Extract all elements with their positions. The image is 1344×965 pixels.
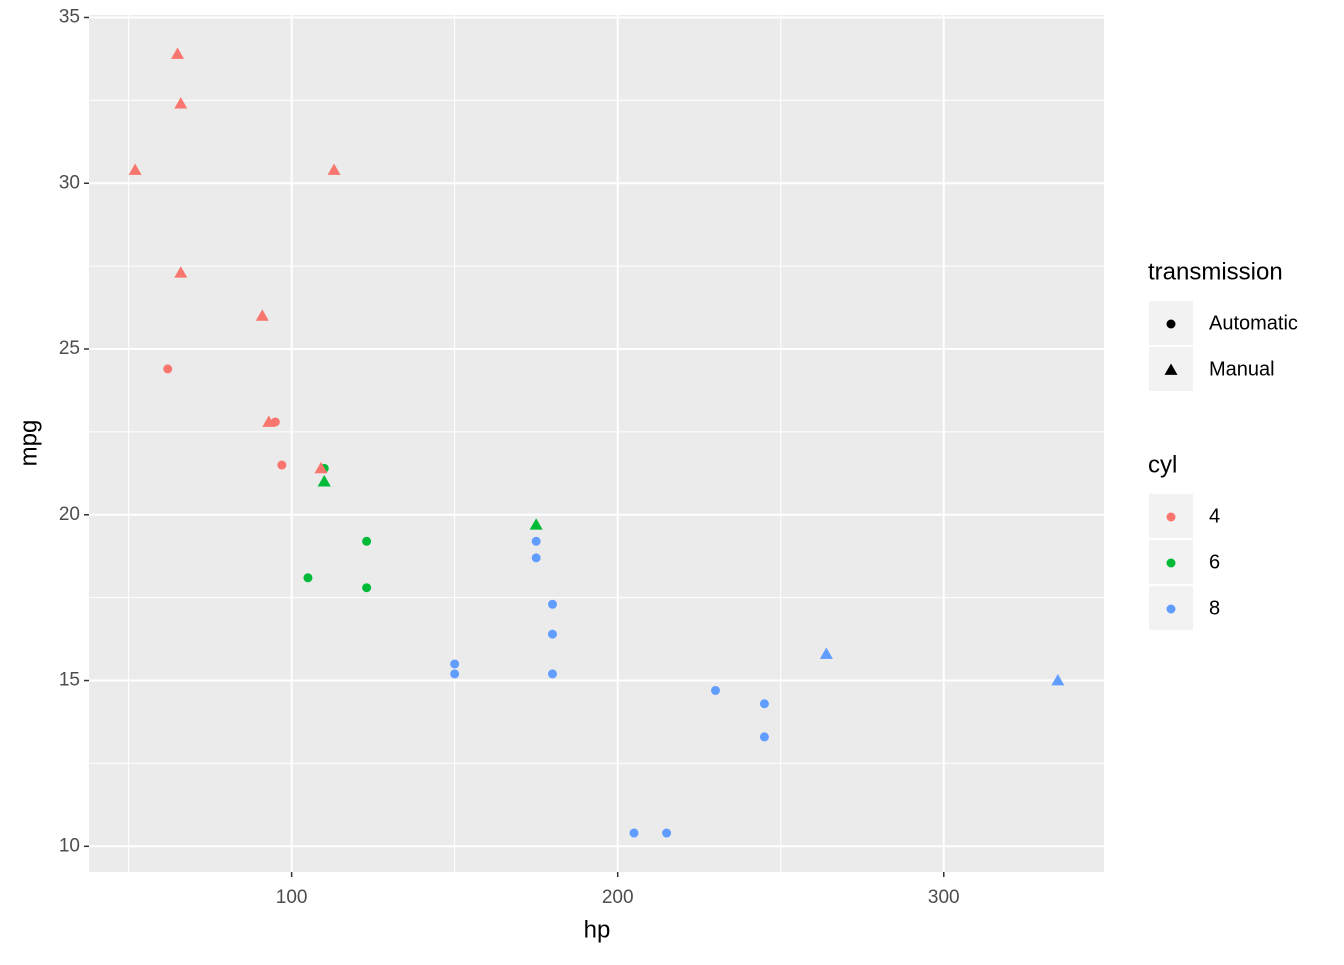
point <box>362 583 372 593</box>
point <box>171 47 185 59</box>
point <box>759 732 769 742</box>
point <box>529 518 543 530</box>
point <box>662 828 672 838</box>
legend-label: Manual <box>1209 358 1275 380</box>
legend-label: 4 <box>1209 505 1220 527</box>
point <box>277 460 287 470</box>
legend-label: 6 <box>1209 551 1220 573</box>
point <box>547 629 557 639</box>
legend-title: cyl <box>1148 451 1177 478</box>
point <box>362 536 372 546</box>
point <box>270 417 280 427</box>
point <box>327 163 341 175</box>
y-tick-label: 35 <box>59 7 80 28</box>
point <box>547 599 557 609</box>
legend-label: Automatic <box>1209 312 1298 334</box>
legend-symbol <box>1166 319 1176 329</box>
x-tick-label: 300 <box>928 887 960 908</box>
point <box>759 699 769 709</box>
point <box>1051 674 1065 686</box>
legend-symbol <box>1166 558 1176 568</box>
legend-label: 8 <box>1209 597 1220 619</box>
point <box>629 828 639 838</box>
y-tick-label: 30 <box>59 172 80 193</box>
point <box>255 309 269 321</box>
x-axis-title: hp <box>584 916 611 943</box>
panel <box>89 15 1104 872</box>
point <box>317 475 331 487</box>
point <box>450 669 460 679</box>
point <box>314 461 328 474</box>
point <box>303 573 313 583</box>
point <box>163 364 173 374</box>
y-tick-label: 10 <box>59 835 80 856</box>
point <box>174 97 188 109</box>
legend-symbol <box>1164 363 1178 375</box>
y-tick-label: 15 <box>59 670 80 691</box>
point <box>128 163 142 175</box>
legend-symbol <box>1166 512 1176 522</box>
point <box>531 553 541 563</box>
point <box>174 266 188 278</box>
x-tick-label: 100 <box>276 887 308 908</box>
y-tick-label: 25 <box>59 338 80 359</box>
point <box>531 536 541 546</box>
y-tick-label: 20 <box>59 504 80 525</box>
legend-symbol <box>1166 604 1176 614</box>
x-tick-label: 200 <box>602 887 634 908</box>
point <box>819 647 833 659</box>
point <box>711 685 721 695</box>
point <box>450 659 460 669</box>
legend-title: transmission <box>1148 258 1283 285</box>
point <box>547 669 557 679</box>
y-axis-title: mpg <box>15 420 42 467</box>
